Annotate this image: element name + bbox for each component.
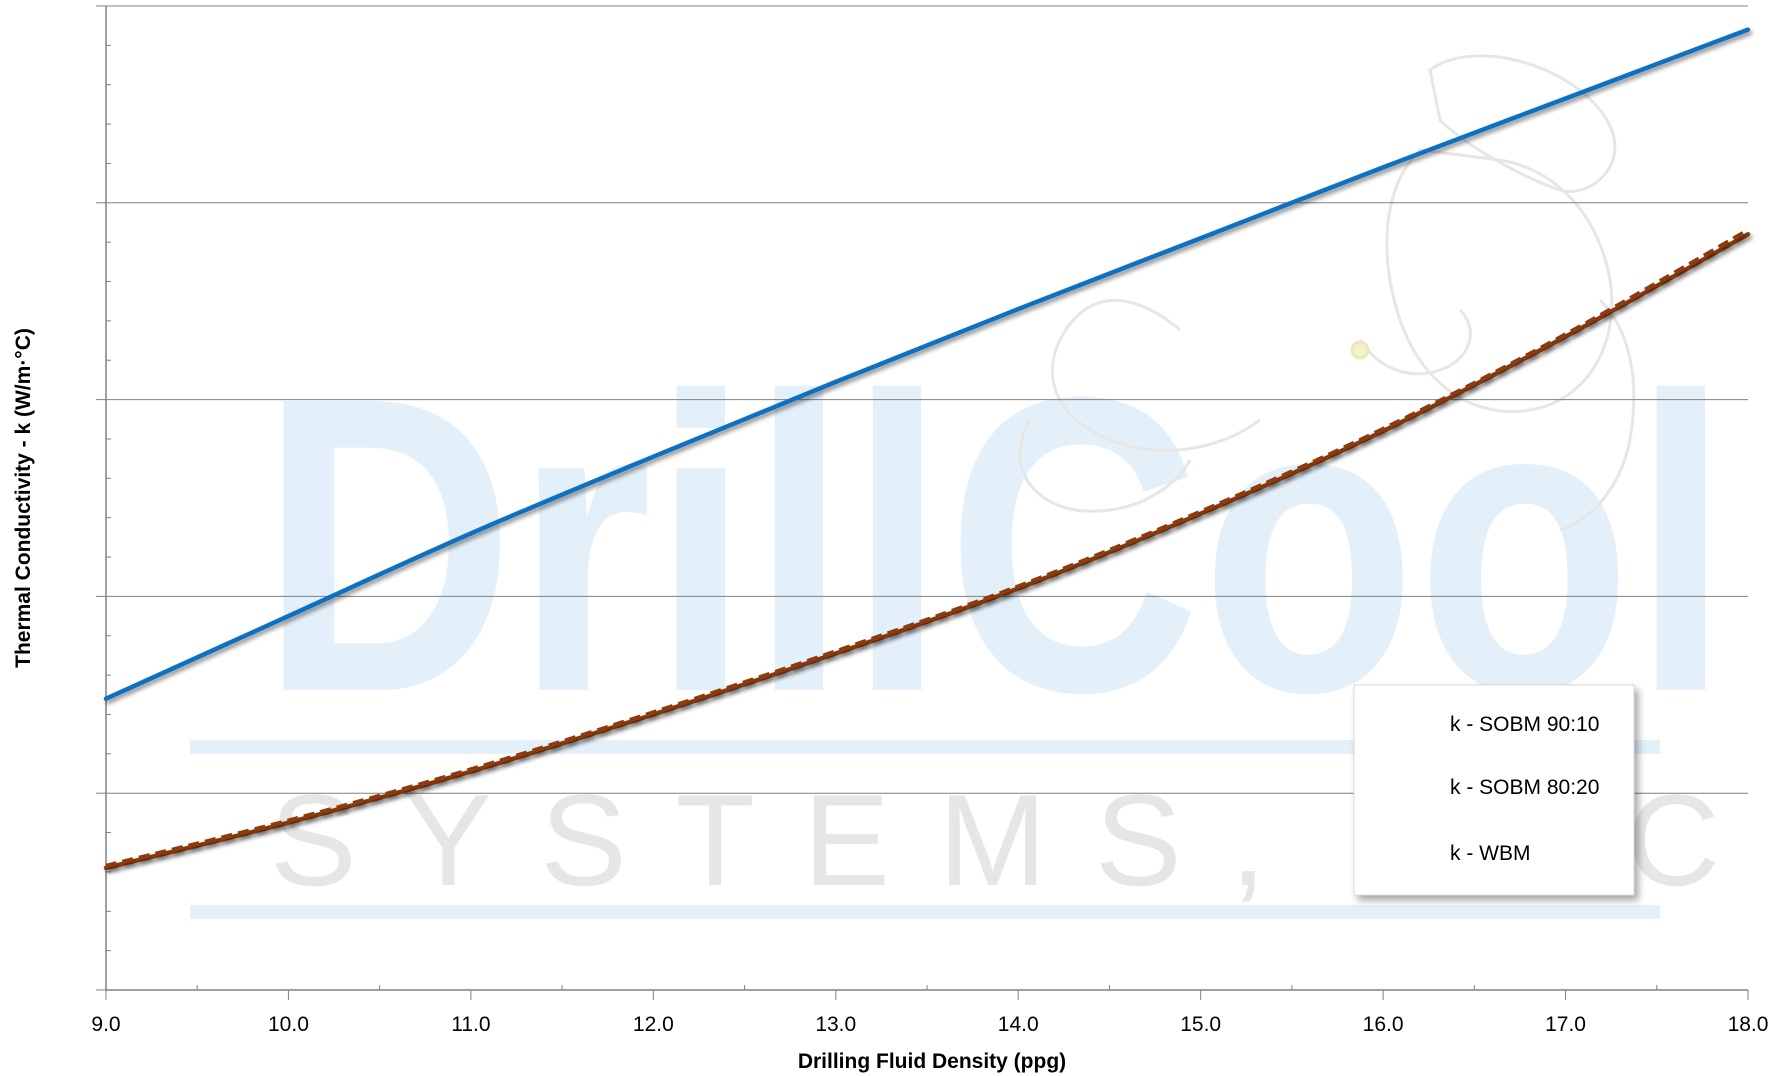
mascot-sketch bbox=[1018, 54, 1636, 532]
x-tick-label: 14.0 bbox=[998, 1013, 1039, 1036]
x-tick-label: 12.0 bbox=[633, 1013, 674, 1036]
y-axis-title: Thermal Conductivity - k (W/m·°C) bbox=[12, 328, 35, 668]
series-line-sobm-80-20 bbox=[105, 228, 1750, 869]
x-tick-label: 18.0 bbox=[1728, 1013, 1769, 1036]
x-tick-label: 16.0 bbox=[1363, 1013, 1404, 1036]
x-tick-label: 10.0 bbox=[268, 1013, 309, 1036]
legend: k - SOBM 90:10 k - SOBM 80:20 k - WBM bbox=[1353, 684, 1635, 896]
x-tick-label: 17.0 bbox=[1545, 1013, 1586, 1036]
x-axis-title: Drilling Fluid Density (ppg) bbox=[798, 1050, 1066, 1073]
series-layer bbox=[103, 27, 1751, 871]
x-tick-label: 13.0 bbox=[815, 1013, 856, 1036]
legend-box bbox=[1353, 684, 1635, 896]
legend-label-sobm-90-10: k - SOBM 90:10 bbox=[1450, 713, 1599, 736]
watermark-bar-bottom bbox=[190, 905, 1660, 919]
gridlines bbox=[106, 5, 1748, 794]
x-tick-label: 15.0 bbox=[1180, 1013, 1221, 1036]
legend-label-sobm-80-20: k - SOBM 80:20 bbox=[1450, 776, 1599, 799]
series-line-wbm bbox=[103, 27, 1751, 701]
x-tick-label: 9.0 bbox=[91, 1013, 120, 1036]
axes: 9.0 10.0 11.0 12.0 13.0 14.0 15.0 16.0 17.0 18.0 bbox=[91, 5, 1769, 1036]
legend-label-wbm: k - WBM bbox=[1450, 842, 1530, 865]
x-tick-label: 11.0 bbox=[451, 1013, 490, 1036]
